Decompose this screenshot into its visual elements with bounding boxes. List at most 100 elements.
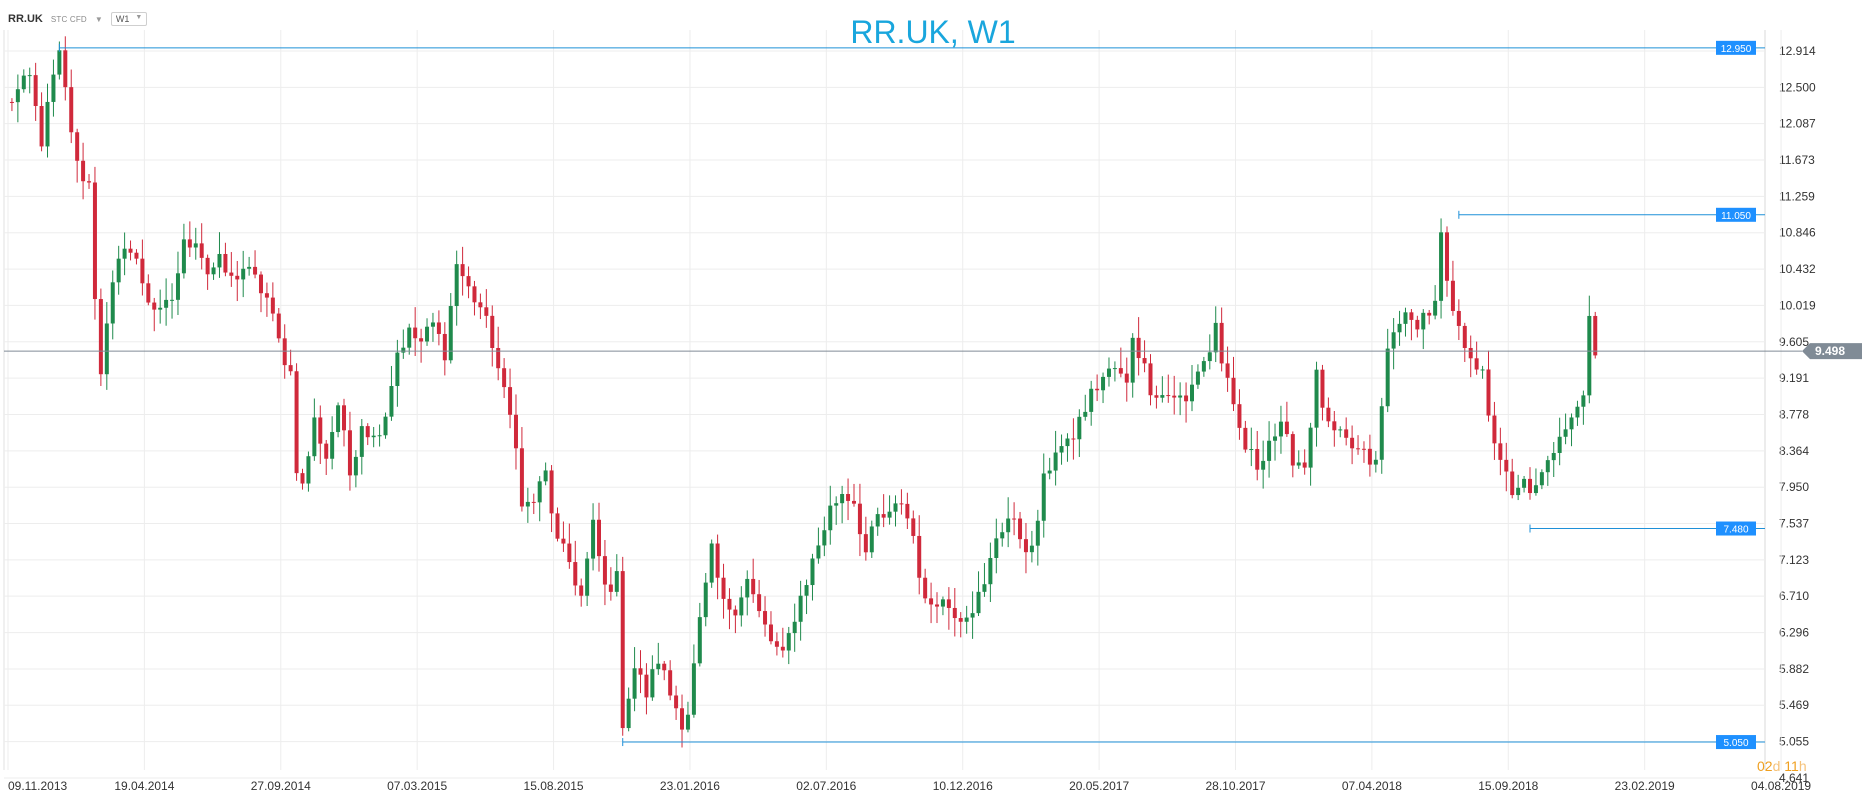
candle-body [1462, 325, 1467, 348]
candle-body [513, 414, 518, 449]
x-tick-label: 07.03.2015 [387, 779, 447, 793]
candle-body [419, 338, 424, 342]
candle-body [1320, 369, 1325, 408]
candle-body [840, 494, 845, 504]
candle-body [472, 286, 477, 303]
candle-body [63, 50, 68, 88]
candle-body [1474, 358, 1479, 370]
candle-body [442, 333, 447, 361]
candle-body [478, 302, 483, 308]
candle-body [1409, 312, 1414, 320]
candle-body [792, 621, 797, 634]
candle-body [359, 426, 364, 457]
candle-body [579, 585, 584, 596]
y-tick-label: 7.537 [1779, 517, 1809, 531]
timeframe-select[interactable]: W1 ▼ [110, 12, 148, 26]
candle-body [982, 584, 987, 592]
y-tick-label: 10.019 [1779, 298, 1816, 312]
candle-body [264, 293, 269, 298]
candle-body [1326, 407, 1331, 422]
candle-body [810, 558, 815, 586]
candle-body [674, 695, 679, 709]
candle-body [1243, 427, 1248, 450]
candle-body [1006, 518, 1011, 533]
candle-body [1190, 384, 1194, 402]
candle-body [768, 624, 773, 642]
candle-body [549, 470, 554, 514]
candle-body [51, 74, 56, 102]
chevron-down-icon[interactable]: ▼ [94, 14, 103, 24]
candle-body [709, 543, 714, 583]
candle-body [721, 577, 726, 599]
candle-body [229, 272, 234, 276]
candle-body [1391, 332, 1396, 349]
candle-body [1522, 478, 1527, 488]
candle-body [1533, 485, 1538, 494]
countdown-hours: 11 [1784, 758, 1799, 774]
candle-body [15, 89, 20, 103]
instrument-type-label: STC CFD [50, 14, 87, 24]
y-tick-label: 6.710 [1779, 589, 1809, 603]
candle-body [1184, 395, 1189, 402]
candle-body [846, 494, 851, 501]
y-tick-label: 10.846 [1779, 226, 1816, 240]
candle-body [104, 323, 109, 375]
candle-body [923, 577, 928, 599]
x-tick-label: 10.12.2016 [933, 779, 993, 793]
candle-body [1379, 406, 1384, 460]
candle-body [318, 417, 323, 444]
candle-body [1344, 429, 1349, 438]
candle-body [1148, 363, 1153, 396]
candle-body [1136, 337, 1141, 359]
candle-body [1095, 388, 1100, 391]
symbol-label[interactable]: RR.UK [8, 13, 43, 25]
candle-body [9, 101, 14, 103]
candle-body [620, 571, 625, 729]
candles [9, 36, 1598, 748]
candle-body [614, 571, 619, 592]
candle-body [1480, 369, 1485, 371]
candle-body [21, 75, 26, 90]
candle-body [638, 668, 643, 675]
current-price-tag [1802, 343, 1862, 360]
candle-body [632, 668, 637, 699]
candle-body [134, 252, 139, 259]
candle-body [798, 595, 803, 622]
candle-body [1456, 310, 1461, 326]
y-tick-label: 12.914 [1779, 44, 1816, 58]
y-tick-label: 11.673 [1779, 153, 1815, 167]
candle-body [1118, 368, 1123, 374]
candle-body [1421, 312, 1426, 330]
candle-body [270, 297, 275, 314]
x-tick-label: 15.08.2015 [524, 779, 584, 793]
candle-body [430, 322, 435, 327]
candle-body [33, 75, 38, 107]
candle-body [158, 307, 163, 310]
x-tick-label: 15.09.2018 [1478, 779, 1538, 793]
candle-body [1018, 518, 1023, 540]
candle-body [893, 503, 898, 512]
candle-body [1201, 361, 1206, 372]
candle-body [1545, 460, 1550, 473]
candle-body [1089, 388, 1094, 412]
candle-body [519, 448, 524, 507]
candle-body [585, 558, 590, 596]
candle-body [413, 327, 418, 339]
candle-body [626, 698, 631, 729]
candle-body [45, 101, 50, 147]
x-tick-label: 09.11.2013 [8, 779, 67, 793]
candle-body [757, 594, 762, 612]
candle-body [952, 607, 957, 619]
candle-body [330, 432, 335, 459]
chevron-down-icon: ▼ [135, 14, 143, 21]
candle-body [597, 519, 601, 557]
candle-body [1000, 532, 1005, 539]
candle-body [1035, 520, 1040, 546]
candle-body [128, 248, 133, 253]
candle-body [1101, 376, 1106, 391]
candle-body [502, 368, 507, 388]
countdown-hours-unit: h [1798, 758, 1807, 774]
level-badge-label: 12.950 [1721, 44, 1752, 55]
x-tick-label: 07.04.2018 [1342, 779, 1402, 793]
